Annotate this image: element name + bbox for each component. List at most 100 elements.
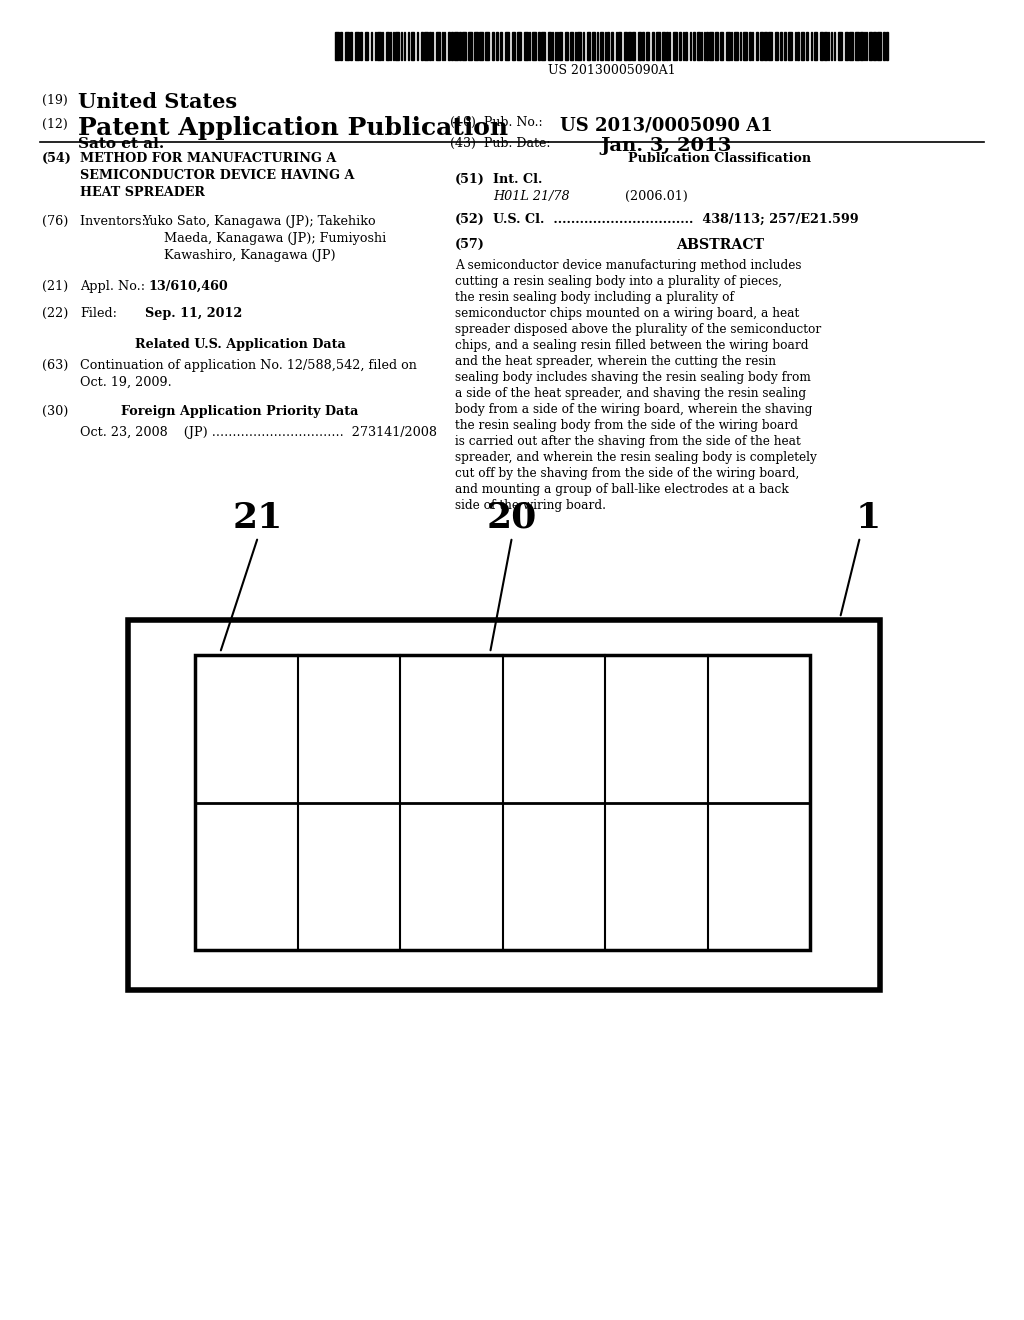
Text: (63): (63): [42, 359, 69, 372]
Bar: [429, 32, 431, 59]
Bar: [775, 32, 778, 59]
Text: U.S. Cl.  ................................  438/113; 257/E21.599: U.S. Cl. ...............................…: [493, 213, 859, 226]
Bar: [801, 32, 804, 59]
Text: 20: 20: [486, 502, 538, 535]
Bar: [814, 32, 817, 59]
Bar: [335, 32, 339, 59]
Text: the resin sealing body including a plurality of: the resin sealing body including a plura…: [455, 290, 734, 304]
Text: Related U.S. Application Data: Related U.S. Application Data: [134, 338, 345, 351]
Text: Patent Application Publication: Patent Application Publication: [78, 116, 508, 140]
Text: ABSTRACT: ABSTRACT: [676, 238, 764, 252]
Text: (21): (21): [42, 280, 69, 293]
Text: Maeda, Kanagawa (JP); Fumiyoshi: Maeda, Kanagawa (JP); Fumiyoshi: [164, 232, 386, 246]
Text: Oct. 19, 2009.: Oct. 19, 2009.: [80, 376, 172, 389]
Bar: [673, 32, 677, 59]
Text: 21: 21: [232, 502, 284, 535]
Bar: [607, 32, 609, 59]
Text: (10)  Pub. No.:: (10) Pub. No.:: [450, 116, 551, 129]
Text: Jan. 3, 2013: Jan. 3, 2013: [600, 137, 731, 154]
Text: (30): (30): [42, 405, 69, 418]
Bar: [646, 32, 649, 59]
Bar: [652, 32, 654, 59]
Text: side of the wiring board.: side of the wiring board.: [455, 499, 606, 512]
Bar: [734, 32, 738, 59]
Text: US 2013/0005090 A1: US 2013/0005090 A1: [560, 116, 773, 135]
Bar: [693, 32, 695, 59]
Bar: [697, 32, 700, 59]
Bar: [788, 32, 792, 59]
Text: A semiconductor device manufacturing method includes: A semiconductor device manufacturing met…: [455, 259, 802, 272]
Bar: [768, 32, 772, 59]
Bar: [600, 32, 603, 59]
Bar: [386, 32, 389, 59]
Text: Foreign Application Priority Data: Foreign Application Priority Data: [121, 405, 358, 418]
Text: (43)  Pub. Date:: (43) Pub. Date:: [450, 137, 551, 150]
Text: 1: 1: [855, 502, 881, 535]
Bar: [512, 32, 515, 59]
Text: Kawashiro, Kanagawa (JP): Kawashiro, Kanagawa (JP): [164, 249, 336, 261]
Text: Yuko Sato, Kanagawa (JP); Takehiko: Yuko Sato, Kanagawa (JP); Takehiko: [142, 215, 376, 228]
Text: (12): (12): [42, 117, 68, 131]
Text: the resin sealing body from the side of the wiring board: the resin sealing body from the side of …: [455, 418, 798, 432]
Text: body from a side of the wiring board, wherein the shaving: body from a side of the wiring board, wh…: [455, 403, 812, 416]
Bar: [838, 32, 842, 59]
Bar: [479, 32, 483, 59]
Bar: [628, 32, 631, 59]
Text: (22): (22): [42, 308, 69, 319]
Bar: [449, 32, 450, 59]
Text: Continuation of application No. 12/588,542, filed on: Continuation of application No. 12/588,5…: [80, 359, 417, 372]
Bar: [345, 32, 349, 59]
Bar: [662, 32, 665, 59]
Text: spreader, and wherein the resin sealing body is completely: spreader, and wherein the resin sealing …: [455, 451, 817, 465]
Bar: [577, 32, 581, 59]
Text: is carried out after the shaving from the side of the heat: is carried out after the shaving from th…: [455, 436, 801, 447]
Text: METHOD FOR MANUFACTURING A: METHOD FOR MANUFACTURING A: [80, 152, 336, 165]
Bar: [715, 32, 718, 59]
Text: spreader disposed above the plurality of the semiconductor: spreader disposed above the plurality of…: [455, 323, 821, 337]
Bar: [559, 32, 562, 59]
Bar: [355, 32, 359, 59]
Text: Filed:: Filed:: [80, 308, 117, 319]
Bar: [618, 32, 621, 59]
Bar: [784, 32, 786, 59]
Bar: [454, 32, 458, 59]
Bar: [436, 32, 440, 59]
Text: SEMICONDUCTOR DEVICE HAVING A: SEMICONDUCTOR DEVICE HAVING A: [80, 169, 354, 182]
Bar: [459, 32, 461, 59]
Text: cut off by the shaving from the side of the wiring board,: cut off by the shaving from the side of …: [455, 467, 800, 480]
Text: Oct. 23, 2008    (JP) ................................  273141/2008: Oct. 23, 2008 (JP) .....................…: [80, 426, 437, 440]
Bar: [421, 32, 423, 59]
Text: semiconductor chips mounted on a wiring board, a heat: semiconductor chips mounted on a wiring …: [455, 308, 800, 319]
Text: and the heat spreader, wherein the cutting the resin: and the heat spreader, wherein the cutti…: [455, 355, 776, 368]
Bar: [532, 32, 536, 59]
Bar: [424, 32, 428, 59]
Text: United States: United States: [78, 92, 238, 112]
Bar: [496, 32, 498, 59]
Text: H01L 21/78: H01L 21/78: [493, 190, 569, 203]
Bar: [883, 32, 885, 59]
Bar: [820, 32, 823, 59]
Text: chips, and a sealing resin filled between the wiring board: chips, and a sealing resin filled betwee…: [455, 339, 809, 352]
Bar: [860, 32, 863, 59]
Bar: [365, 32, 368, 59]
Text: (76): (76): [42, 215, 69, 228]
Bar: [656, 32, 660, 59]
Bar: [538, 32, 540, 59]
Bar: [565, 32, 568, 59]
Bar: [666, 32, 668, 59]
Bar: [720, 32, 723, 59]
Bar: [743, 32, 746, 59]
Bar: [679, 32, 681, 59]
Text: a side of the heat spreader, and shaving the resin sealing: a side of the heat spreader, and shaving…: [455, 387, 806, 400]
Bar: [541, 32, 545, 59]
Bar: [195, 655, 810, 950]
Bar: [570, 32, 573, 59]
Bar: [451, 32, 453, 59]
Bar: [845, 32, 848, 59]
Bar: [824, 32, 827, 59]
Bar: [624, 32, 627, 59]
Bar: [780, 32, 782, 59]
Bar: [468, 32, 472, 59]
Bar: [869, 32, 872, 59]
Bar: [764, 32, 767, 59]
